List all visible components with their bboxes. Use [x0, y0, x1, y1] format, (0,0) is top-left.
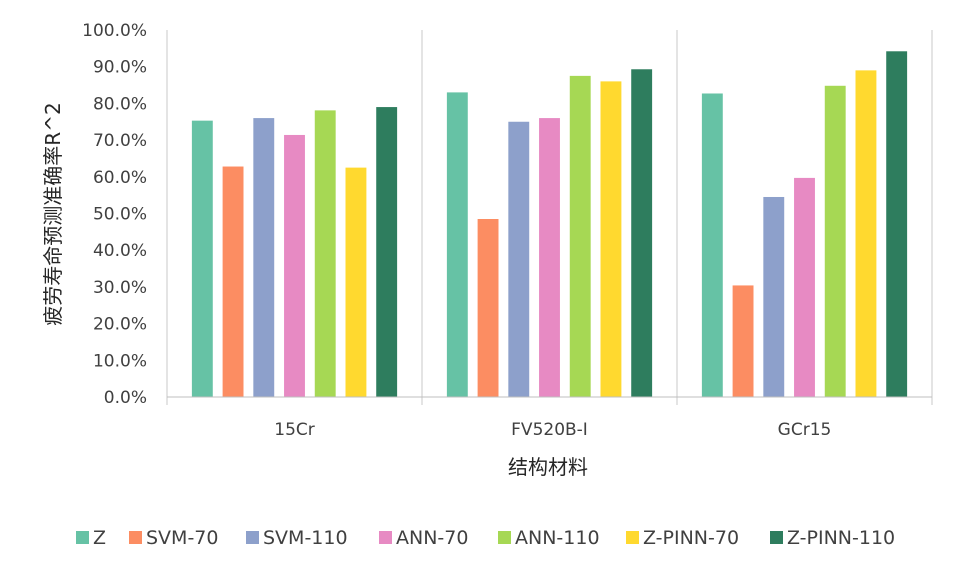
- y-tick-label: 50.0%: [93, 205, 147, 225]
- y-tick-label: 90.0%: [93, 58, 147, 78]
- bar-z-pinn-110-fv520b-i: [631, 69, 653, 398]
- bar-svm-70-gcr15: [732, 285, 754, 397]
- bar-z-pinn-70-gcr15: [855, 70, 877, 398]
- legend-swatch: [379, 531, 392, 544]
- x-tick-label: GCr15: [778, 420, 832, 440]
- y-tick-label: 60.0%: [93, 168, 147, 188]
- legend-label: SVM-110: [263, 527, 348, 549]
- legend-label: ANN-70: [396, 527, 468, 549]
- x-tick-label: FV520B-I: [511, 420, 588, 440]
- y-tick-label: 20.0%: [93, 315, 147, 335]
- bars: [191, 51, 908, 398]
- bar-svm-110-gcr15: [763, 196, 785, 397]
- bar-z-pinn-110-15cr: [376, 107, 398, 397]
- category-separators: [166, 30, 933, 405]
- x-axis-ticks: 15Cr FV520B-I GCr15: [274, 420, 831, 440]
- legend-swatch: [76, 531, 89, 544]
- y-tick-label: 40.0%: [93, 241, 147, 261]
- legend-item: Z-PINN-110: [770, 527, 895, 549]
- y-tick-label: 30.0%: [93, 278, 147, 298]
- legend-item: Z-PINN-70: [626, 527, 739, 549]
- legend-item: SVM-110: [246, 527, 348, 549]
- bar-ann-70-15cr: [284, 134, 305, 397]
- bar-z-fv520b-i: [446, 92, 468, 397]
- y-tick-label: 100.0%: [82, 21, 147, 41]
- legend-item: SVM-70: [129, 527, 218, 549]
- legend-label: Z-PINN-70: [643, 527, 739, 549]
- bar-svm-70-15cr: [222, 166, 244, 397]
- bar-svm-110-fv520b-i: [508, 121, 530, 397]
- legend-swatch: [770, 531, 783, 544]
- legend-swatch: [498, 531, 511, 544]
- bar-svm-70-fv520b-i: [477, 219, 499, 397]
- y-tick-label: 70.0%: [93, 131, 147, 151]
- bar-svm-110-15cr: [253, 118, 275, 397]
- bar-ann-70-fv520b-i: [539, 118, 560, 397]
- bar-ann-110-fv520b-i: [569, 75, 591, 397]
- legend-swatch: [129, 531, 142, 544]
- legend-item: ANN-110: [498, 527, 600, 549]
- bar-ann-110-gcr15: [824, 85, 846, 397]
- bar-ann-110-15cr: [314, 110, 336, 398]
- bar-z-pinn-110-gcr15: [886, 51, 908, 397]
- y-tick-label: 0.0%: [104, 388, 147, 408]
- bar-z-pinn-70-fv520b-i: [600, 81, 622, 397]
- legend-label: ANN-110: [515, 527, 600, 549]
- bar-z-gcr15: [701, 93, 723, 397]
- y-axis-title: 疲劳寿命预测准确率R^2: [41, 102, 65, 325]
- legend-swatch: [626, 531, 639, 544]
- bar-z-15cr: [191, 120, 213, 398]
- y-tick-label: 80.0%: [93, 94, 147, 114]
- legend-label: SVM-70: [146, 527, 218, 549]
- legend-label: Z-PINN-110: [787, 527, 895, 549]
- legend-item: Z: [76, 527, 106, 549]
- x-axis-title: 结构材料: [508, 455, 588, 479]
- bar-ann-70-gcr15: [794, 177, 815, 397]
- x-tick-label: 15Cr: [274, 420, 315, 440]
- bar-z-pinn-70-15cr: [345, 167, 367, 397]
- legend-swatch: [246, 531, 259, 544]
- y-axis-ticks: 0.0% 10.0% 20.0% 30.0% 40.0% 50.0% 60.0% 70.0% 8…: [82, 21, 147, 408]
- y-tick-label: 10.0%: [93, 351, 147, 371]
- legend: Z SVM-70 SVM-110 ANN-70 ANN-110 Z-PINN-70 Z-PI…: [76, 527, 895, 549]
- legend-item: ANN-70: [379, 527, 468, 549]
- legend-label: Z: [93, 527, 106, 549]
